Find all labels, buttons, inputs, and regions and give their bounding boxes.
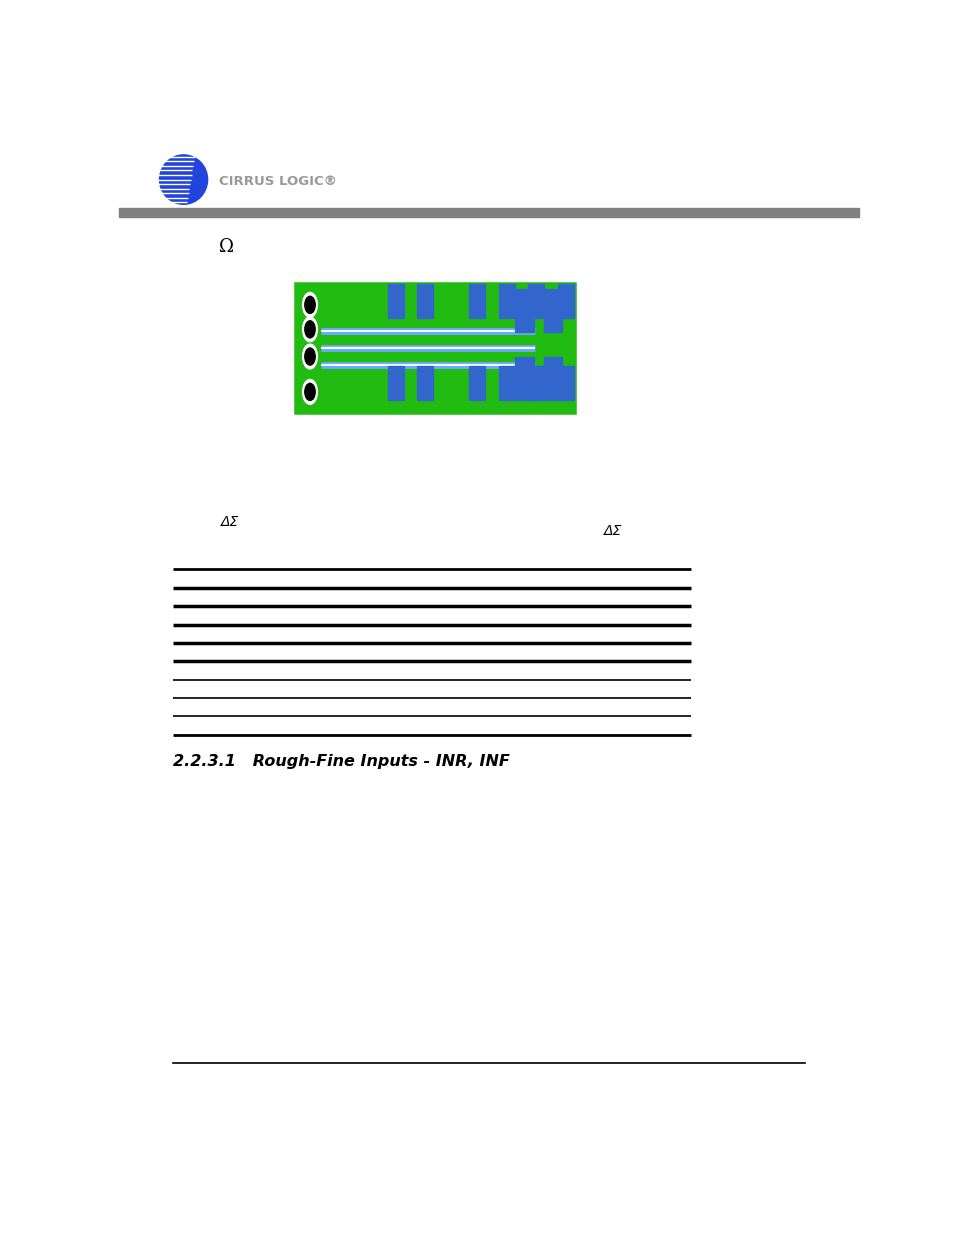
Bar [498, 284, 515, 319]
Bar [528, 366, 544, 400]
Bar [416, 284, 433, 319]
Ellipse shape [305, 296, 314, 314]
Bar [515, 357, 533, 400]
Ellipse shape [302, 293, 317, 317]
Ellipse shape [302, 317, 317, 342]
Text: Ω: Ω [219, 238, 233, 256]
Text: 2.2.3.1   Rough-Fine Inputs - INR, INF: 2.2.3.1 Rough-Fine Inputs - INR, INF [173, 755, 510, 769]
Bar [543, 289, 562, 332]
Text: ΔΣ: ΔΣ [220, 515, 238, 529]
Bar [515, 289, 533, 332]
Bar [469, 284, 485, 319]
Bar [469, 366, 485, 400]
Bar [416, 366, 433, 400]
Bar [292, 280, 578, 416]
Bar [528, 284, 544, 319]
Bar [292, 280, 578, 416]
Bar [387, 284, 403, 319]
Bar [119, 207, 858, 217]
Bar [498, 366, 515, 400]
Bar [387, 366, 403, 400]
Ellipse shape [305, 348, 314, 366]
Ellipse shape [302, 379, 317, 404]
Ellipse shape [305, 321, 314, 338]
Text: ΔΣ: ΔΣ [603, 525, 621, 538]
Ellipse shape [302, 345, 317, 369]
Ellipse shape [159, 154, 208, 204]
Bar [558, 366, 574, 400]
Text: CIRRUS LOGIC®: CIRRUS LOGIC® [219, 174, 336, 188]
Bar [543, 357, 562, 400]
Ellipse shape [305, 383, 314, 400]
Bar [558, 284, 574, 319]
